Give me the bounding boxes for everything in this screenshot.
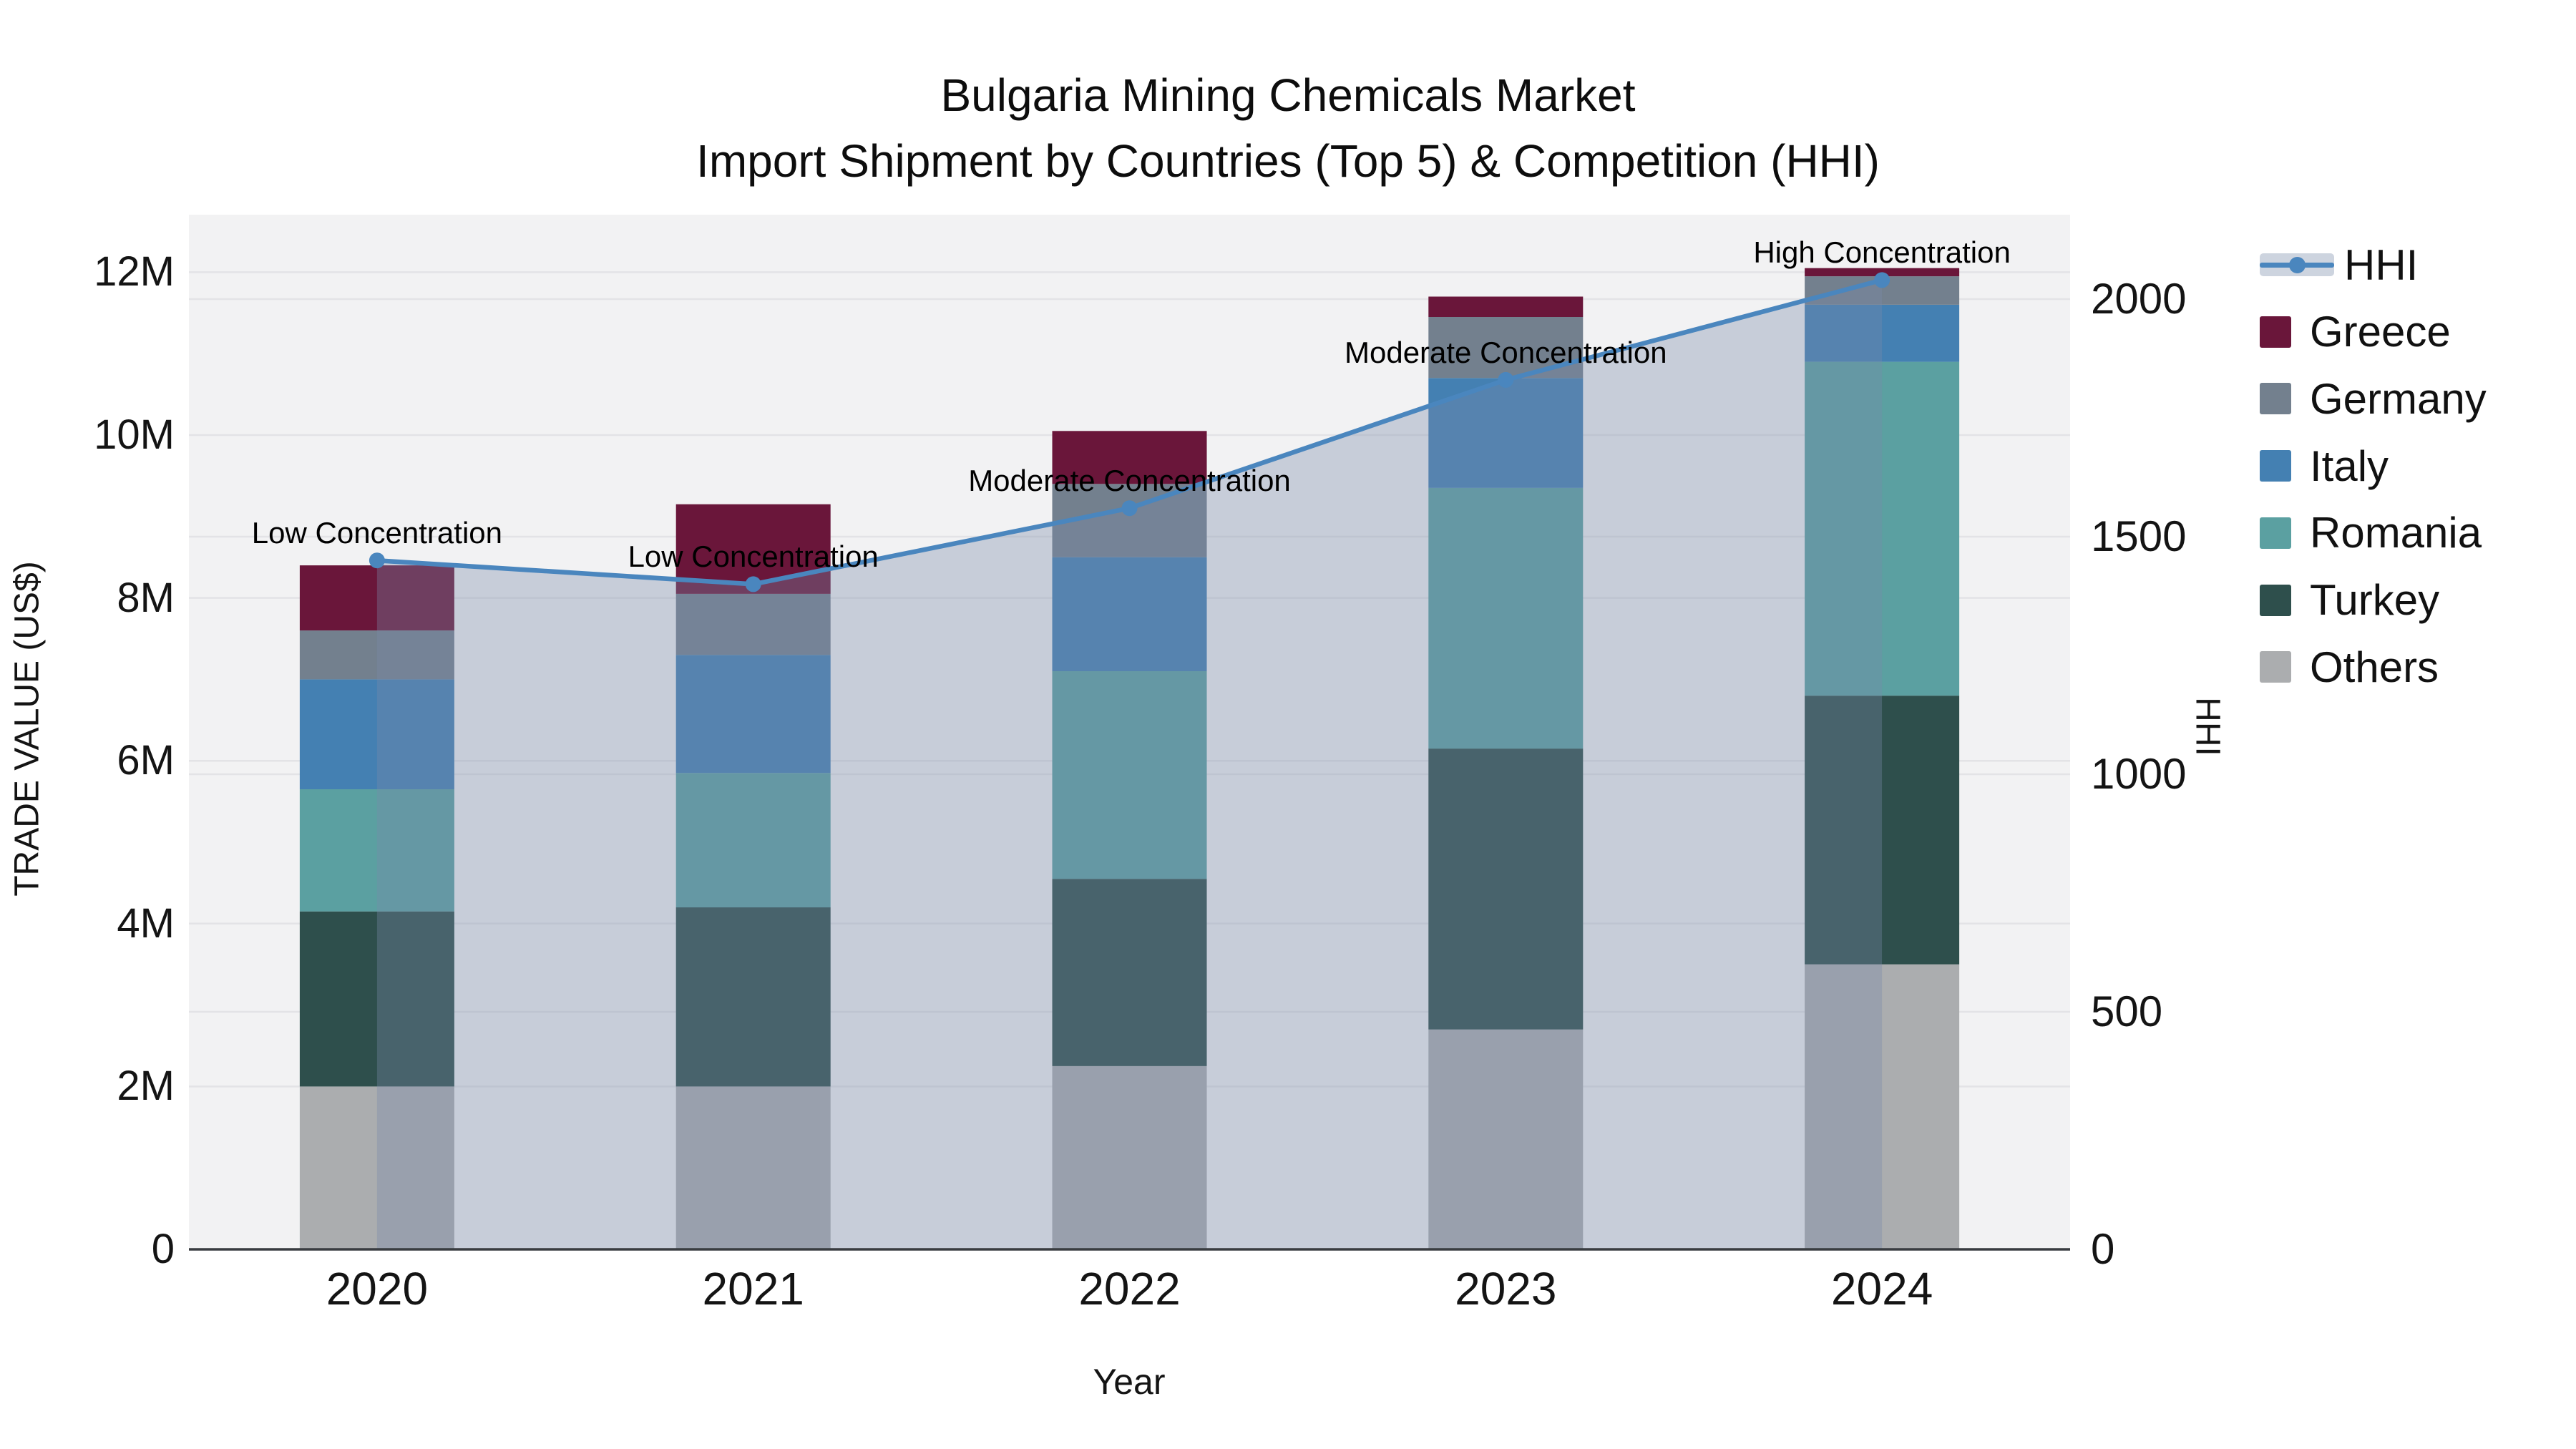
legend-label-others: Others xyxy=(2310,643,2439,691)
bar-segment-turkey-2024 xyxy=(1805,696,1960,965)
legend-label-hhi: HHI xyxy=(2344,240,2419,289)
y-right-tick-2000: 2000 xyxy=(2091,275,2187,323)
bar-segment-turkey-2022 xyxy=(1052,879,1207,1066)
legend-swatch-germany xyxy=(2260,383,2291,415)
y-left-tick-10M: 10M xyxy=(94,411,175,458)
x-tick-2022: 2022 xyxy=(1078,1263,1181,1314)
legend-label-romania: Romania xyxy=(2310,509,2482,557)
bar-segment-turkey-2020 xyxy=(299,911,454,1087)
hhi-marker-2024 xyxy=(1874,272,1890,288)
bar-segment-germany-2021 xyxy=(675,593,831,655)
annotation-2020: Low Concentration xyxy=(251,516,502,550)
bar-segment-greece-2022 xyxy=(1052,431,1207,484)
hhi-marker-2020 xyxy=(369,552,385,569)
annotation-2021: Low Concentration xyxy=(628,540,879,574)
bar-segment-romania-2021 xyxy=(675,773,831,908)
x-tick-2021: 2021 xyxy=(702,1263,804,1314)
bar-segment-greece-2020 xyxy=(299,565,454,631)
legend-swatch-others xyxy=(2260,651,2291,683)
x-axis-title: Year xyxy=(1093,1362,1166,1402)
y-left-tick-2M: 2M xyxy=(117,1063,175,1110)
y-left-tick-4M: 4M xyxy=(117,899,175,947)
x-tick-2023: 2023 xyxy=(1455,1263,1557,1314)
bar-segment-others-2024 xyxy=(1805,964,1960,1249)
legend-item-germany[interactable]: Germany xyxy=(2260,374,2487,424)
legend-label-turkey: Turkey xyxy=(2310,576,2440,624)
legend-hhi-line-icon xyxy=(2260,248,2334,282)
annotation-2024: High Concentration xyxy=(1753,235,2011,270)
bar-segment-romania-2023 xyxy=(1428,488,1584,749)
legend-item-greece[interactable]: Greece xyxy=(2260,307,2451,357)
bar-segment-romania-2022 xyxy=(1052,671,1207,879)
bar-segment-italy-2021 xyxy=(675,655,831,774)
bar-segment-greece-2023 xyxy=(1428,296,1584,317)
bar-segment-romania-2020 xyxy=(299,789,454,912)
hhi-area-fill xyxy=(376,280,1883,1249)
hhi-marker-2023 xyxy=(1498,371,1514,388)
y-right-tick-1500: 1500 xyxy=(2091,512,2187,560)
y-right-tick-500: 500 xyxy=(2091,987,2163,1035)
bar-segment-others-2021 xyxy=(675,1086,831,1249)
chart-title-line2: Import Shipment by Countries (Top 5) & C… xyxy=(696,135,1880,187)
annotation-2022: Moderate Concentration xyxy=(968,464,1291,498)
legend-item-hhi[interactable]: HHI xyxy=(2260,240,2418,290)
bar-segment-italy-2024 xyxy=(1805,304,1960,362)
y-right-tick-0: 0 xyxy=(2091,1225,2115,1273)
y-left-tick-6M: 6M xyxy=(117,737,175,784)
y-left-tick-12M: 12M xyxy=(94,248,175,296)
chart-title-line1: Bulgaria Mining Chemicals Market xyxy=(940,69,1636,121)
bar-segment-others-2022 xyxy=(1052,1066,1207,1249)
y-left-axis-title: TRADE VALUE (US$) xyxy=(8,561,47,897)
y-left-tick-0: 0 xyxy=(151,1226,175,1272)
legend-swatch-italy xyxy=(2260,450,2291,482)
legend-swatch-greece xyxy=(2260,316,2291,348)
hhi-marker-2022 xyxy=(1121,500,1138,517)
y-left-tick-8M: 8M xyxy=(117,574,175,621)
bar-segment-germany-2020 xyxy=(299,630,454,680)
legend-item-turkey[interactable]: Turkey xyxy=(2260,575,2439,625)
x-tick-2020: 2020 xyxy=(326,1263,429,1314)
legend-label-greece: Greece xyxy=(2310,308,2451,356)
hhi-marker-2021 xyxy=(745,576,761,592)
legend-label-italy: Italy xyxy=(2310,441,2389,490)
bar-segment-romania-2024 xyxy=(1805,361,1960,696)
bar-segment-italy-2020 xyxy=(299,679,454,789)
legend-item-romania[interactable]: Romania xyxy=(2260,508,2482,558)
legend-swatch-romania xyxy=(2260,517,2291,549)
x-tick-2024: 2024 xyxy=(1830,1263,1933,1314)
bar-segment-others-2023 xyxy=(1428,1029,1584,1249)
bar-segment-others-2020 xyxy=(299,1086,454,1249)
legend-item-italy[interactable]: Italy xyxy=(2260,441,2389,491)
legend-swatch-turkey xyxy=(2260,584,2291,616)
legend-label-germany: Germany xyxy=(2310,374,2487,423)
bar-segment-turkey-2021 xyxy=(675,907,831,1087)
bar-segment-turkey-2023 xyxy=(1428,748,1584,1030)
bar-segment-italy-2022 xyxy=(1052,557,1207,671)
legend-item-others[interactable]: Others xyxy=(2260,642,2439,692)
annotation-2023: Moderate Concentration xyxy=(1344,335,1667,369)
y-right-tick-1000: 1000 xyxy=(2091,750,2187,798)
y-right-axis-title: HHI xyxy=(2188,697,2227,756)
